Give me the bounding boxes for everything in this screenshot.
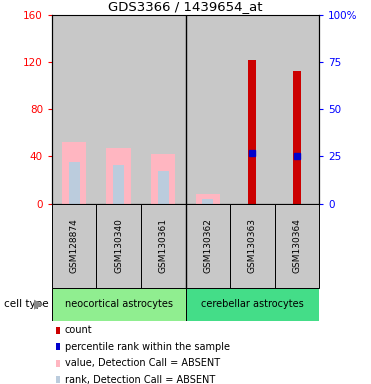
Bar	[293, 71, 301, 204]
Bar	[186, 204, 230, 288]
Text: GSM130362: GSM130362	[203, 218, 212, 273]
Text: value, Detection Call = ABSENT: value, Detection Call = ABSENT	[65, 358, 220, 368]
Text: percentile rank within the sample: percentile rank within the sample	[65, 342, 230, 352]
Bar	[52, 204, 96, 288]
Title: GDS3366 / 1439654_at: GDS3366 / 1439654_at	[108, 0, 263, 13]
Bar	[113, 165, 124, 204]
Bar	[248, 60, 256, 204]
Text: GSM130363: GSM130363	[248, 218, 257, 273]
Bar	[202, 199, 213, 204]
Bar	[141, 15, 186, 204]
Text: GSM130340: GSM130340	[114, 218, 123, 273]
Bar	[186, 15, 230, 204]
Bar	[230, 15, 275, 204]
Bar	[62, 142, 86, 204]
Text: GSM128874: GSM128874	[70, 218, 79, 273]
Bar	[186, 288, 319, 321]
Text: neocortical astrocytes: neocortical astrocytes	[65, 299, 173, 310]
Bar	[230, 204, 275, 288]
Text: GSM130361: GSM130361	[159, 218, 168, 273]
Text: rank, Detection Call = ABSENT: rank, Detection Call = ABSENT	[65, 375, 215, 384]
Bar	[275, 204, 319, 288]
Bar	[151, 154, 175, 204]
Text: GSM130364: GSM130364	[292, 218, 301, 273]
Bar	[52, 15, 96, 204]
Bar	[158, 170, 169, 204]
Bar	[275, 15, 319, 204]
Bar	[52, 288, 186, 321]
Text: cell type: cell type	[4, 299, 48, 310]
Bar	[96, 204, 141, 288]
Text: count: count	[65, 325, 92, 335]
Bar	[141, 204, 186, 288]
Bar	[106, 148, 131, 204]
Text: ▶: ▶	[34, 298, 44, 311]
Bar	[96, 15, 141, 204]
Bar	[69, 162, 80, 204]
Text: cerebellar astrocytes: cerebellar astrocytes	[201, 299, 303, 310]
Bar	[196, 194, 220, 204]
